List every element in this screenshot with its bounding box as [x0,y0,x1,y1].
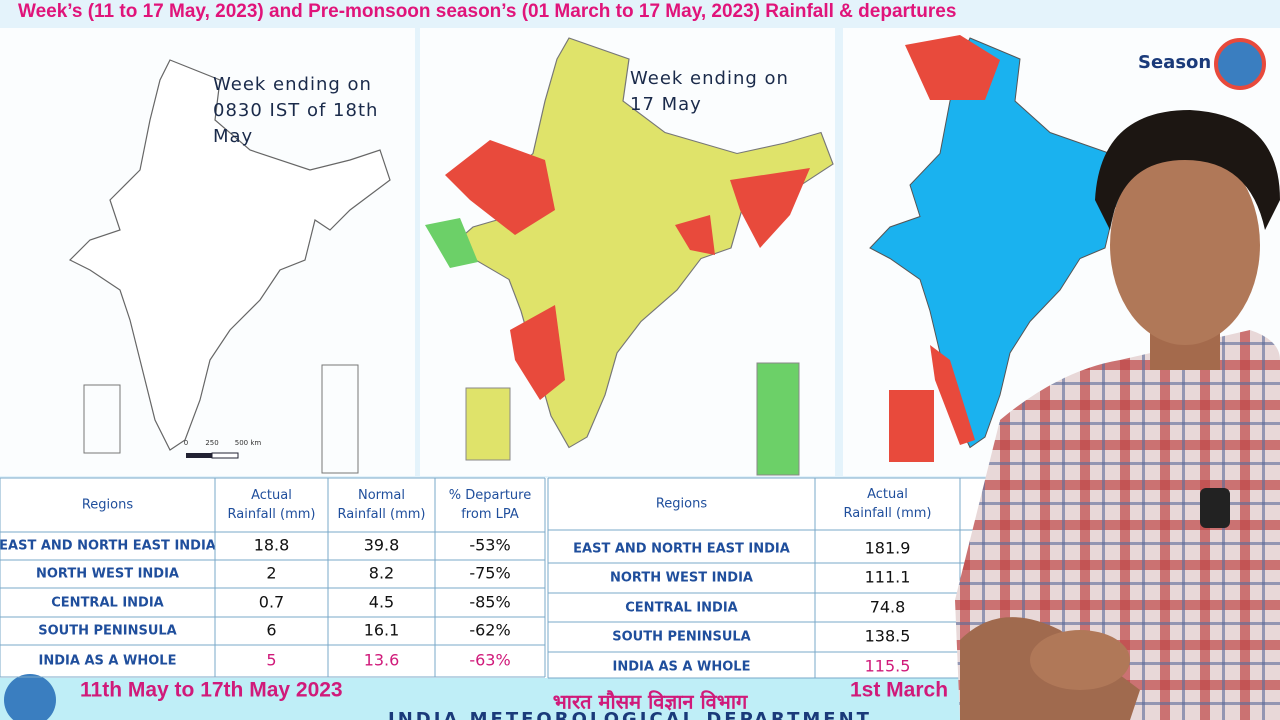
inset [321,364,359,474]
region-excess [425,218,478,268]
value-cell: 138.5 [865,627,911,646]
presenter [955,110,1280,720]
header-cell: Regions [656,497,708,512]
region-cell: CENTRAL INDIA [51,596,163,611]
header-cell: Rainfall (mm) [844,506,932,521]
footer-week: 11th May to 17th May 2023 [80,679,343,702]
map-caption: 17 May [630,94,702,115]
region-cell: EAST AND NORTH EAST INDIA [0,539,216,554]
header-cell: from LPA [461,507,519,522]
value-cell: 18.8 [254,536,290,555]
map-caption: Week ending on [213,74,372,95]
scale-label: 0 [184,439,188,447]
value-cell: -53% [469,536,510,555]
footer-season: 1st March [850,679,948,702]
header-cell: Normal [358,488,405,503]
map-caption: 0830 IST of 18th [213,100,378,121]
scale-label: 500 km [235,439,262,447]
value-cell: -85% [469,593,510,612]
footer-english: INDIA METEOROLOGICAL DEPARTMENT [388,709,872,720]
region-cell: SOUTH PENINSULA [38,624,177,639]
value-cell: 181.9 [865,539,911,558]
header-cell: % Departure [449,488,531,503]
region-deficient [730,168,810,248]
value-cell: 8.2 [369,564,394,583]
region-deficient [930,345,975,445]
region-deficient [905,35,1000,100]
region-cell: INDIA AS A WHOLE [613,660,751,675]
inset [83,384,121,454]
map-caption: Week ending on [630,68,789,89]
logo [1214,38,1266,90]
value-cell: 13.6 [364,651,400,670]
inset [889,390,934,462]
header-cell: Regions [82,498,134,513]
logo [4,674,56,720]
header-cell: Rainfall (mm) [338,507,426,522]
slide-title: Week’s (11 to 17 May, 2023) and Pre-mons… [18,1,956,22]
value-cell: 16.1 [364,621,400,640]
value-cell: 0.7 [259,593,284,612]
region-cell: SOUTH PENINSULA [612,630,751,645]
value-cell: -75% [469,564,510,583]
value-cell: 2 [266,564,276,583]
region-deficient [675,215,715,255]
inset [756,362,800,476]
region-cell: EAST AND NORTH EAST INDIA [573,542,790,557]
region-cell: INDIA AS A WHOLE [39,654,177,669]
value-cell: 111.1 [865,568,911,587]
value-cell: 115.5 [865,657,911,676]
map-caption: Season [1138,52,1211,73]
map-caption: May [213,126,253,147]
scale-bar [211,452,239,459]
value-cell: 6 [266,621,276,640]
footer-hindi: भारत मौसम विज्ञान विभाग [553,690,748,714]
value-cell: -62% [469,621,510,640]
scale-bar [186,453,212,458]
scale-label: 250 [205,439,218,447]
region-cell: CENTRAL INDIA [625,601,737,616]
inset [465,387,511,461]
value-cell: 74.8 [870,598,906,617]
value-cell: 4.5 [369,593,394,612]
header-cell: Actual [867,487,908,502]
header-cell: Actual [251,488,292,503]
region-cell: NORTH WEST INDIA [36,567,179,582]
region-deficient [510,305,565,400]
value-cell: 5 [266,651,276,670]
value-cell: -63% [469,651,510,670]
header-cell: Rainfall (mm) [228,507,316,522]
region-deficient [445,140,555,235]
region-cell: NORTH WEST INDIA [610,571,753,586]
value-cell: 39.8 [364,536,400,555]
